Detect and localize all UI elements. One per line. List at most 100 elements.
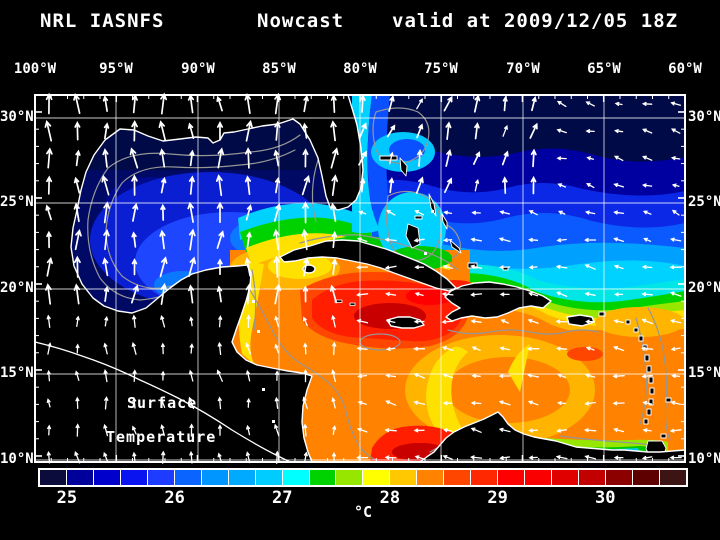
wind-vector	[103, 285, 110, 303]
wind-vector	[160, 342, 165, 355]
wind-vector	[356, 346, 368, 351]
wind-vector	[274, 176, 281, 194]
wind-vector	[441, 319, 454, 324]
wind-vector	[585, 101, 595, 107]
wind-vector	[670, 128, 681, 134]
wind-vector	[75, 423, 80, 437]
wind-vector	[73, 202, 80, 223]
wind-vector	[385, 319, 396, 324]
wind-vector	[641, 455, 653, 460]
wind-vector	[584, 455, 597, 460]
wind-vector	[555, 455, 568, 460]
wind-vector	[413, 238, 425, 243]
wind-vector	[642, 155, 653, 161]
lon-tick-label: 75°W	[424, 61, 458, 77]
wind-vector	[613, 427, 625, 433]
wind-vector	[585, 129, 595, 134]
wind-vector	[470, 455, 483, 460]
wind-vector	[501, 150, 509, 166]
wind-vector	[641, 265, 653, 270]
wind-vector	[131, 341, 137, 355]
wind-vector	[442, 428, 453, 433]
wind-vector	[273, 149, 280, 167]
wind-vector	[671, 183, 680, 188]
colorbar-tick-label: 28	[379, 488, 401, 508]
wind-vector	[301, 174, 311, 196]
colorbar-tick-label: 25	[56, 488, 78, 508]
wind-vector	[187, 284, 195, 304]
wind-vector	[302, 122, 308, 139]
south-america-land	[419, 411, 686, 463]
wind-vector	[641, 346, 654, 351]
wind-vector	[160, 370, 166, 381]
wind-vector	[46, 256, 53, 277]
wind-vector	[641, 292, 653, 297]
wind-vector	[131, 120, 138, 142]
wind-vectors	[44, 92, 682, 464]
wind-vector	[557, 373, 567, 379]
colorbar-unit: °C	[353, 503, 373, 521]
wind-vector	[189, 316, 194, 327]
wind-vector	[555, 264, 568, 269]
wind-vector	[414, 455, 424, 460]
wind-vector	[274, 120, 281, 141]
wind-vector	[218, 315, 223, 328]
wind-vector	[444, 177, 453, 194]
wind-vector	[189, 423, 194, 437]
wind-vector	[474, 178, 480, 192]
wind-vector	[215, 174, 223, 197]
lon-tick-label: 80°W	[343, 61, 377, 77]
wind-vector	[613, 319, 624, 324]
wind-vector	[358, 122, 367, 140]
wind-vector	[274, 370, 280, 381]
colorbar-segment	[579, 470, 606, 485]
wind-vector	[670, 346, 681, 352]
wind-vector	[132, 314, 137, 328]
wind-vector	[413, 400, 426, 405]
wind-vector	[75, 343, 80, 354]
wind-vector	[356, 237, 368, 243]
wind-vector	[641, 183, 653, 188]
wind-vector	[669, 237, 682, 242]
wind-vector	[473, 94, 481, 113]
wind-vector	[470, 401, 482, 406]
wind-vector	[274, 423, 280, 437]
wind-vector	[384, 428, 397, 433]
wind-vector	[442, 401, 453, 406]
wind-vector	[217, 424, 223, 436]
wind-vector	[583, 428, 597, 433]
wind-vector	[471, 210, 481, 215]
wind-vector	[101, 174, 110, 196]
wind-vector	[46, 398, 51, 408]
wind-vector	[245, 451, 251, 464]
wind-vector	[585, 346, 595, 351]
wind-vector	[556, 156, 567, 161]
wind-vector	[159, 148, 166, 168]
colorbar-segment	[120, 470, 147, 485]
wind-vector	[132, 397, 137, 409]
wind-vector	[613, 237, 625, 243]
wind-vector	[470, 237, 482, 242]
wind-vector	[189, 149, 195, 167]
wind-vector	[557, 183, 567, 188]
wind-vector	[670, 400, 681, 405]
wind-vector	[102, 257, 109, 277]
wind-vector	[301, 228, 309, 251]
wind-vector	[384, 265, 397, 270]
wind-vector	[528, 291, 539, 297]
wind-vector	[217, 341, 222, 356]
wind-vector	[385, 292, 397, 297]
wind-vector	[414, 210, 425, 216]
wind-vector	[498, 400, 511, 406]
wind-vector	[274, 315, 279, 328]
wind-vector	[217, 258, 223, 276]
lat-tick-label: 30°N	[688, 109, 720, 125]
wind-vector	[471, 373, 481, 378]
wind-vector	[386, 124, 396, 138]
wind-vector	[641, 101, 653, 106]
wind-vector	[360, 177, 366, 193]
wind-vector	[104, 315, 109, 327]
wind-vector	[103, 342, 108, 355]
wind-vector	[47, 342, 52, 355]
